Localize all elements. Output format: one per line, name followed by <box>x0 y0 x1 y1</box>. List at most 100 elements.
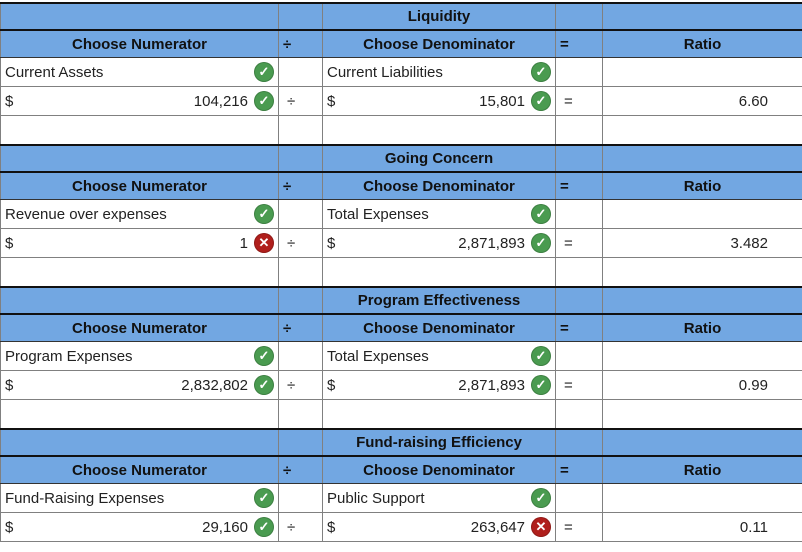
divide-operator-cell: ÷ <box>278 512 323 542</box>
empty-cell <box>602 399 802 430</box>
section-title-row: Program Effectiveness <box>0 286 802 315</box>
empty-cell <box>555 57 603 87</box>
check-icon: ✓ <box>531 375 551 395</box>
numerator-account-cell[interactable]: Current Assets ✓ <box>0 57 279 87</box>
ratio-header: Ratio <box>602 455 802 484</box>
x-icon: ✕ <box>531 517 551 537</box>
numerator-account-label: Current Assets <box>5 63 104 81</box>
empty-cell <box>602 2 802 31</box>
denominator-value-cell[interactable]: $ 263,647 ✕ <box>322 512 556 542</box>
ratio-value-cell: 0.11 <box>602 512 802 542</box>
divide-operator-cell: ÷ <box>278 86 323 116</box>
empty-cell <box>278 483 323 513</box>
section-header-row: Choose Numerator ÷ Choose Denominator = … <box>0 313 802 342</box>
ratio-header: Ratio <box>602 171 802 200</box>
empty-cell <box>602 257 802 288</box>
empty-cell <box>0 2 279 31</box>
section-spacer-row <box>0 399 802 430</box>
empty-cell <box>278 199 323 229</box>
divide-header: ÷ <box>278 313 323 342</box>
empty-cell <box>278 286 323 315</box>
equals-operator-cell: = <box>555 86 603 116</box>
check-icon: ✓ <box>531 488 551 508</box>
numerator-value: 29,160 <box>202 518 248 536</box>
empty-cell <box>602 115 802 146</box>
section-title: Program Effectiveness <box>322 286 556 315</box>
empty-cell <box>278 341 323 371</box>
value-row: $ 104,216 ✓ ÷ $ 15,801 ✓ = 6.60 <box>0 86 802 116</box>
section-header-row: Choose Numerator ÷ Choose Denominator = … <box>0 171 802 200</box>
numerator-value-cell[interactable]: $ 104,216 ✓ <box>0 86 279 116</box>
empty-cell <box>278 57 323 87</box>
check-icon: ✓ <box>531 346 551 366</box>
denominator-value-cell[interactable]: $ 2,871,893 ✓ <box>322 370 556 400</box>
numerator-value-cell[interactable]: $ 29,160 ✓ <box>0 512 279 542</box>
numerator-account-cell[interactable]: Revenue over expenses ✓ <box>0 199 279 229</box>
numerator-account-label: Revenue over expenses <box>5 205 167 223</box>
ratio-value-cell: 3.482 <box>602 228 802 258</box>
ratio-header: Ratio <box>602 29 802 58</box>
numerator-account-cell[interactable]: Fund-Raising Expenses ✓ <box>0 483 279 513</box>
empty-cell <box>602 57 802 87</box>
numerator-account-label: Program Expenses <box>5 347 133 365</box>
empty-cell <box>0 399 279 430</box>
denominator-account-cell[interactable]: Total Expenses ✓ <box>322 341 556 371</box>
denominator-account-cell[interactable]: Current Liabilities ✓ <box>322 57 556 87</box>
denominator-account-label: Public Support <box>327 489 425 507</box>
denominator-value: 15,801 <box>479 92 525 110</box>
numerator-account-label: Fund-Raising Expenses <box>5 489 165 507</box>
empty-cell <box>602 483 802 513</box>
check-icon: ✓ <box>254 62 274 82</box>
currency-symbol: $ <box>327 518 336 536</box>
empty-cell <box>602 286 802 315</box>
currency-symbol: $ <box>327 234 336 252</box>
numerator-account-cell[interactable]: Program Expenses ✓ <box>0 341 279 371</box>
currency-symbol: $ <box>327 92 336 110</box>
empty-cell <box>278 115 323 146</box>
empty-cell <box>322 115 556 146</box>
numerator-value-cell[interactable]: $ 1 ✕ <box>0 228 279 258</box>
denominator-account-cell[interactable]: Total Expenses ✓ <box>322 199 556 229</box>
equals-header: = <box>555 171 603 200</box>
equals-operator-cell: = <box>555 370 603 400</box>
denominator-account-label: Total Expenses <box>327 347 429 365</box>
empty-cell <box>278 257 323 288</box>
check-icon: ✓ <box>531 233 551 253</box>
denominator-value: 2,871,893 <box>458 376 525 394</box>
empty-cell <box>602 341 802 371</box>
ratio-header: Ratio <box>602 313 802 342</box>
value-row: $ 29,160 ✓ ÷ $ 263,647 ✕ = 0.11 <box>0 512 802 542</box>
equals-header: = <box>555 313 603 342</box>
denominator-value-cell[interactable]: $ 15,801 ✓ <box>322 86 556 116</box>
account-row: Revenue over expenses ✓ Total Expenses ✓ <box>0 199 802 229</box>
denominator-value-cell[interactable]: $ 2,871,893 ✓ <box>322 228 556 258</box>
section-title-row: Fund-raising Efficiency <box>0 428 802 457</box>
check-icon: ✓ <box>254 91 274 111</box>
denominator-account-label: Current Liabilities <box>327 63 443 81</box>
currency-symbol: $ <box>5 234 14 252</box>
empty-cell <box>555 483 603 513</box>
choose-denominator-header: Choose Denominator <box>322 313 556 342</box>
account-row: Fund-Raising Expenses ✓ Public Support ✓ <box>0 483 802 513</box>
currency-symbol: $ <box>5 92 14 110</box>
empty-cell <box>0 428 279 457</box>
numerator-value: 1 <box>239 234 248 252</box>
equals-header: = <box>555 29 603 58</box>
empty-cell <box>602 428 802 457</box>
ratio-value-cell: 0.99 <box>602 370 802 400</box>
empty-cell <box>555 199 603 229</box>
empty-cell <box>0 286 279 315</box>
empty-cell <box>0 115 279 146</box>
empty-cell <box>278 2 323 31</box>
account-row: Current Assets ✓ Current Liabilities ✓ <box>0 57 802 87</box>
empty-cell <box>278 399 323 430</box>
x-icon: ✕ <box>254 233 274 253</box>
empty-cell <box>555 144 603 173</box>
choose-denominator-header: Choose Denominator <box>322 171 556 200</box>
choose-denominator-header: Choose Denominator <box>322 455 556 484</box>
empty-cell <box>322 399 556 430</box>
divide-header: ÷ <box>278 29 323 58</box>
denominator-account-cell[interactable]: Public Support ✓ <box>322 483 556 513</box>
section-title: Liquidity <box>322 2 556 31</box>
numerator-value-cell[interactable]: $ 2,832,802 ✓ <box>0 370 279 400</box>
